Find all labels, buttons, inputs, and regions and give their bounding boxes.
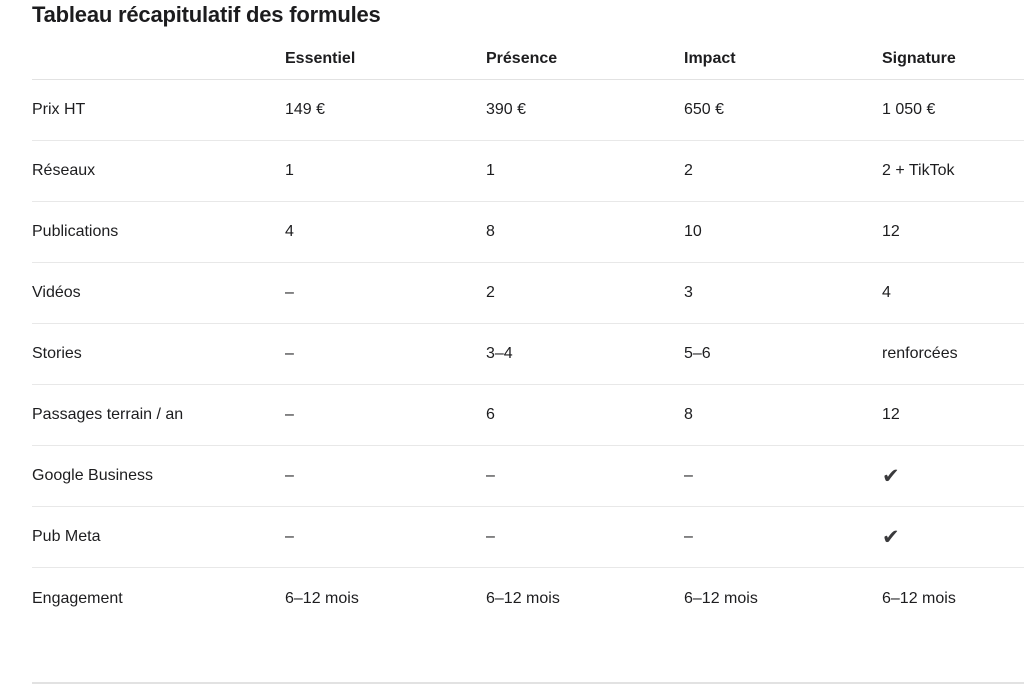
table-header-row: Essentiel Présence Impact Signature (32, 30, 1024, 80)
cell-impact: 10 (684, 223, 702, 240)
cell-signature: renforcées (882, 345, 958, 362)
cell-presence: – (486, 528, 495, 545)
cell-impact: 3 (684, 284, 693, 301)
header-essentiel: Essentiel (285, 50, 356, 67)
cell-signature: 1 050 € (882, 101, 936, 118)
header-impact: Impact (684, 50, 736, 67)
cell-presence: – (486, 467, 495, 484)
table-body: Prix HT 149 € 390 € 650 € 1 050 € Réseau… (32, 80, 1024, 629)
cell-essentiel: 149 € (285, 101, 326, 118)
cell-presence: 2 (486, 284, 495, 301)
cell-essentiel: – (285, 467, 294, 484)
cell-essentiel: 1 (285, 162, 294, 179)
section-divider (32, 682, 1024, 684)
table-row: Publications 4 8 10 12 (32, 202, 1024, 263)
cell-impact: 8 (684, 406, 693, 423)
cell-impact: 6–12 mois (684, 589, 758, 607)
row-label: Stories (32, 345, 82, 362)
table-row: Engagement 6–12 mois 6–12 mois 6–12 mois… (32, 568, 1024, 629)
row-label: Réseaux (32, 162, 96, 179)
header-signature: Signature (882, 50, 956, 67)
table-row: Google Business – – – ✔ (32, 446, 1024, 507)
cell-signature: 12 (882, 223, 900, 240)
row-label: Passages terrain / an (32, 406, 184, 423)
cell-signature: 4 (882, 284, 891, 301)
table-row: Prix HT 149 € 390 € 650 € 1 050 € (32, 80, 1024, 141)
table-row: Réseaux 1 1 2 2 + TikTok (32, 141, 1024, 202)
cell-presence: 6–12 mois (486, 589, 560, 607)
cell-impact: 650 € (684, 101, 725, 118)
row-label: Engagement (32, 589, 123, 607)
cell-essentiel: – (285, 284, 294, 301)
cell-essentiel: 6–12 mois (285, 589, 359, 607)
cell-impact: – (684, 467, 693, 484)
table-row: Pub Meta – – – ✔ (32, 507, 1024, 568)
table-row: Passages terrain / an – 6 8 12 (32, 385, 1024, 446)
cell-signature: 6–12 mois (882, 589, 956, 607)
row-label: Publications (32, 223, 119, 240)
cell-impact: – (684, 528, 693, 545)
cell-essentiel: – (285, 406, 294, 423)
cell-presence: 1 (486, 162, 495, 179)
row-label: Vidéos (32, 284, 81, 301)
table-row: Vidéos – 2 3 4 (32, 263, 1024, 324)
cell-impact: 5–6 (684, 345, 711, 362)
cell-presence: 6 (486, 406, 495, 423)
cell-essentiel: – (285, 528, 294, 545)
cell-presence: 390 € (486, 101, 527, 118)
cell-presence: 3–4 (486, 345, 513, 362)
check-icon: ✔ (882, 526, 900, 548)
row-label: Prix HT (32, 101, 86, 118)
cell-impact: 2 (684, 162, 693, 179)
header-presence: Présence (486, 50, 558, 67)
row-label: Pub Meta (32, 528, 101, 545)
page-title: Tableau récapitulatif des formules (32, 2, 381, 27)
cell-essentiel: – (285, 345, 294, 362)
cell-signature: 12 (882, 406, 900, 423)
check-icon: ✔ (882, 465, 900, 487)
table-row: Stories – 3–4 5–6 renforcées (32, 324, 1024, 385)
cell-presence: 8 (486, 223, 495, 240)
cell-signature: 2 + TikTok (882, 162, 955, 179)
row-label: Google Business (32, 467, 153, 484)
cell-essentiel: 4 (285, 223, 294, 240)
